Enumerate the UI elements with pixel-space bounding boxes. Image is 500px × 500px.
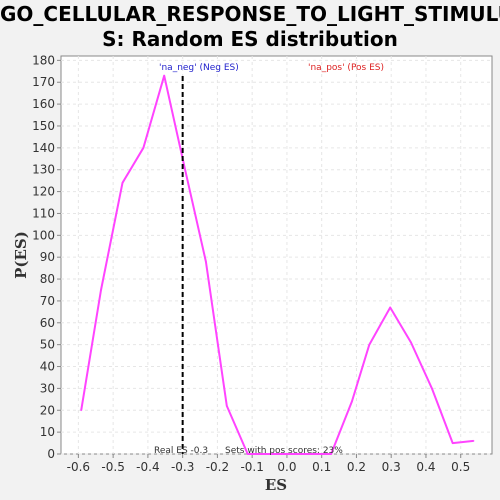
x-tick-label: 0.0 [277, 460, 296, 474]
x-axis-label: ES [265, 476, 287, 494]
legend-pos-es: 'na_pos' (Pos ES) [308, 63, 384, 73]
y-tick-label: 90 [40, 250, 55, 264]
y-tick-label: 130 [32, 163, 55, 177]
plot-area [60, 55, 493, 455]
x-tick-label: 0.3 [382, 460, 401, 474]
data-point [100, 289, 102, 291]
y-tick-label: 10 [40, 425, 55, 439]
data-point [351, 400, 353, 403]
x-tick-label: 0.5 [451, 460, 470, 474]
x-tick-label: -0.1 [240, 460, 263, 474]
data-point [472, 440, 475, 442]
x-tick-label: -0.6 [67, 460, 90, 474]
data-point [368, 343, 371, 346]
x-tick-label: -0.5 [101, 460, 124, 474]
data-point [121, 182, 124, 184]
legend-neg-es: 'na_neg' (Neg ES) [159, 63, 239, 73]
annotations-group: 'na_neg' (Neg ES) 'na_pos' (Pos ES) Real E… [154, 63, 384, 456]
y-tick-label: 60 [40, 316, 55, 330]
x-tick-label: 0.1 [312, 460, 331, 474]
y-tick-label: 20 [40, 403, 55, 417]
x-axis-ticks: -0.6 -0.5 -0.4 -0.3 -0.2 -0.1 0.0 0.1 0.2 0.3 0.4 0… [67, 454, 470, 474]
data-point [246, 453, 249, 455]
y-tick-label: 140 [32, 141, 55, 155]
y-tick-label: 180 [32, 53, 55, 67]
series-group [80, 74, 475, 455]
y-tick-label: 150 [32, 119, 55, 133]
y-tick-label: 170 [32, 75, 55, 89]
grid-lines [61, 56, 492, 455]
data-point [142, 147, 145, 149]
y-tick-label: 110 [32, 206, 55, 220]
y-tick-label: 160 [32, 97, 55, 111]
data-point [80, 409, 82, 412]
data-point [225, 405, 228, 407]
y-tick-label: 30 [40, 381, 55, 395]
data-point [389, 306, 391, 309]
data-point [184, 168, 186, 171]
data-point [451, 442, 454, 444]
y-tick-label: 100 [32, 228, 55, 242]
x-tick-label: -0.2 [206, 460, 229, 474]
data-point [163, 74, 166, 77]
y-axis-ticks: 0 10 20 30 40 50 60 70 80 90 100 110 120 130 140 150 160… [32, 53, 61, 461]
x-tick-label: -0.3 [171, 460, 194, 474]
x-tick-label: -0.4 [136, 460, 159, 474]
y-tick-label: 40 [40, 360, 55, 374]
real-es-annotation: Real ES -0.3 [154, 446, 208, 456]
x-tick-label: 0.2 [347, 460, 366, 474]
pos-scores-annotation: Sets with pos scores: 23% [225, 446, 343, 456]
data-point [431, 387, 433, 390]
x-tick-label: 0.4 [416, 460, 435, 474]
y-tick-label: 50 [40, 338, 55, 352]
y-tick-label: 0 [47, 447, 55, 461]
data-point [205, 260, 207, 263]
y-tick-label: 70 [40, 294, 55, 308]
data-point [410, 341, 412, 344]
data-point [330, 453, 332, 455]
chart-title-line-1: GO_CELLULAR_RESPONSE_TO_LIGHT_STIMULU [0, 2, 500, 26]
y-tick-label: 80 [40, 272, 55, 286]
chart-title-line-2: S: Random ES distribution [102, 27, 398, 51]
y-tick-label: 120 [32, 185, 55, 199]
chart-title: GO_CELLULAR_RESPONSE_TO_LIGHT_STIMULU S:… [0, 2, 500, 52]
y-axis-label: P(ES) [12, 231, 30, 279]
